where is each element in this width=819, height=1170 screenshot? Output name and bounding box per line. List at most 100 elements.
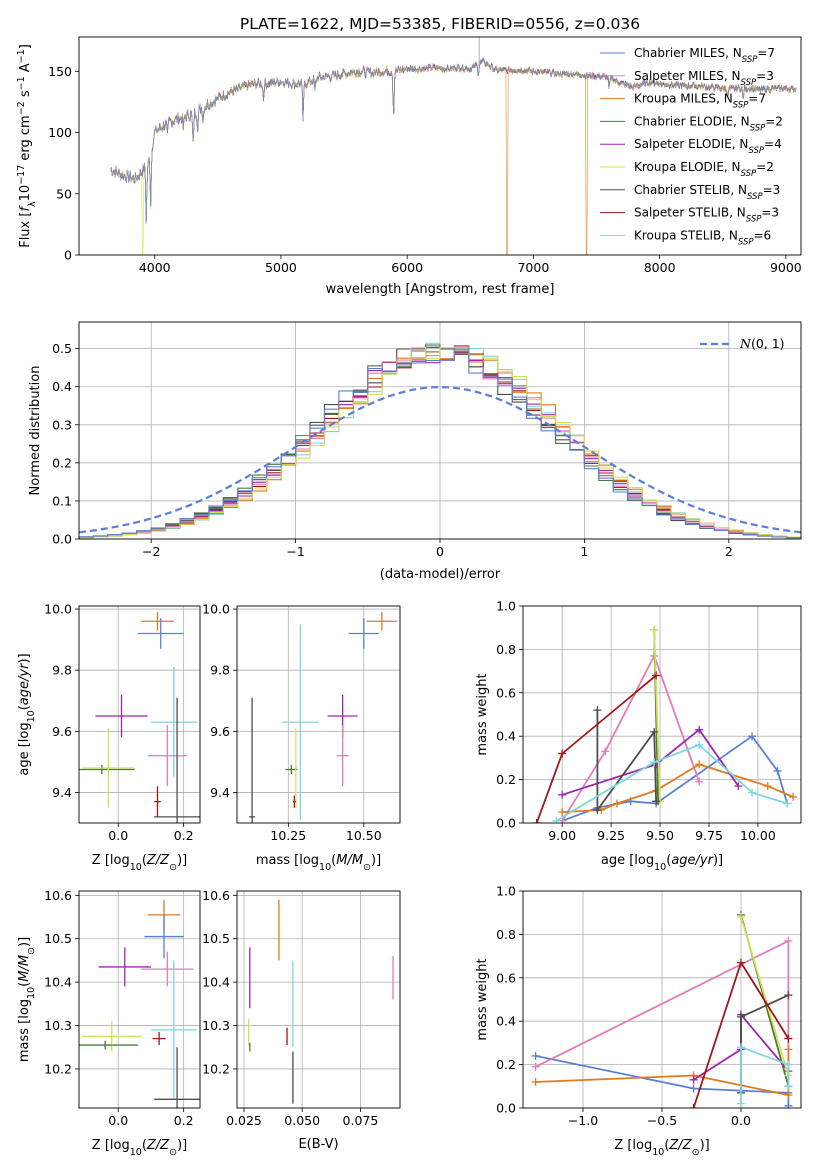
label-part: A	[18, 63, 33, 76]
x-tick-label: 0.2	[174, 1113, 194, 1128]
label-part: 10	[18, 185, 33, 202]
legend-nssp-value: =2	[756, 160, 774, 174]
label-part: )]	[17, 937, 32, 947]
y-axis-label: mass [log10(M/M⊙)]	[17, 937, 37, 1062]
y-tick-label: 10.5	[44, 931, 72, 946]
y-tick-label: 0.2	[496, 1057, 516, 1072]
x-axis-label: mass [log10(M/M⊙)]	[256, 853, 381, 873]
axes-frame	[78, 605, 201, 824]
x-tick-label: 10.00	[740, 828, 776, 843]
legend-nssp-prefix: , N	[721, 228, 738, 242]
label-part: erg cm	[18, 115, 33, 164]
x-tick-label: 10.25	[270, 828, 306, 843]
legend-name: Kroupa MILES	[634, 92, 716, 106]
label-part: age/yr	[671, 853, 714, 868]
panel-mass_vs_Z: 0.0 0.210.210.310.410.510.6Z [log10(Z/Z⊙)…	[17, 888, 201, 1158]
weight-series-marker	[695, 725, 704, 734]
weight-series-marker	[789, 792, 798, 801]
x-tick-label: 2	[725, 544, 733, 559]
weight-series-marker	[748, 788, 757, 797]
y-tick-label: 10.0	[44, 602, 72, 617]
weight-series-line	[740, 916, 790, 1076]
label-part: −1	[16, 76, 27, 90]
legend-entry: Chabrier MILES, NSSP=7	[634, 46, 775, 65]
weight-series-marker	[695, 777, 704, 786]
label-part: 10	[130, 1147, 142, 1158]
label-part: )]	[177, 853, 187, 868]
label-part: (	[17, 982, 32, 987]
weight-series-marker	[532, 819, 541, 823]
x-axis-label: Z [log10(Z/Z⊙)]	[614, 1138, 709, 1158]
y-tick-label: 150	[48, 64, 72, 79]
legend-entry: N(0, 1)	[739, 336, 785, 351]
panel-spectrum: 4000 5000 6000 7000 8000 9000 0 50 100 150 Chabrie…	[16, 36, 802, 297]
weight-series-marker	[558, 749, 567, 758]
label-part: −2	[16, 101, 27, 115]
label-part: Z/Z	[668, 1138, 692, 1153]
legend-entry: Salpeter ELODIE, NSSP=4	[634, 137, 782, 156]
y-tick-label: 9.4	[52, 785, 72, 800]
x-tick-label: 0.075	[343, 1113, 379, 1128]
x-tick-label: 9.50	[646, 828, 674, 843]
axes-frame	[522, 605, 802, 824]
x-tick-label: 9000	[770, 260, 802, 275]
weight-series-marker	[689, 1084, 698, 1093]
legend-nssp-prefix: , N	[729, 206, 746, 220]
y-tick-label: 9.8	[210, 663, 230, 678]
weight-series-line	[740, 1045, 790, 1104]
weight-series-marker	[736, 1012, 745, 1021]
weight-series-marker	[695, 740, 704, 749]
plot-area	[79, 606, 200, 823]
weight-series-marker	[784, 1101, 793, 1108]
plot-area	[79, 322, 801, 539]
x-tick-label: 9.25	[597, 828, 625, 843]
label-part: ⊙	[26, 947, 37, 955]
label-part: Z/Z	[146, 1138, 170, 1153]
weight-series-marker	[784, 936, 793, 945]
x-tick-label: 6000	[391, 260, 423, 275]
label-part: age [log	[17, 722, 32, 775]
plot-area	[110, 37, 797, 255]
legend-nssp-value: =6	[754, 228, 772, 242]
plot-area	[79, 891, 200, 1108]
x-tick-label: 1	[580, 544, 588, 559]
x-tick-label: 0.2	[174, 828, 194, 843]
weight-series-marker	[601, 747, 610, 756]
y-tick-label: 10.4	[202, 975, 230, 990]
panel-massweight_vs_Z: −1.0 −0.5 0.0 0.0 0.2 0.4 0.6 0.8 1.0 mass weight…	[475, 884, 802, 1158]
legend-nssp-value: =7	[757, 46, 775, 60]
weight-series-marker	[783, 799, 792, 808]
label-part: 10	[654, 862, 666, 873]
x-tick-label: −1	[286, 544, 304, 559]
weight-series-line	[561, 653, 701, 822]
histogram-series	[79, 347, 801, 539]
y-tick-label: 0.3	[52, 417, 72, 432]
label-part: f	[18, 205, 33, 212]
legend-entry: Salpeter STELIB, NSSP=3	[634, 206, 779, 225]
y-tick-label: 0.2	[52, 455, 72, 470]
chart-layer: 4000 5000 6000 7000 8000 9000050100150Chabrie…	[16, 36, 802, 1158]
weight-series-marker	[552, 816, 561, 823]
axes-frame	[236, 605, 401, 824]
legend-nssp-value: =3	[761, 206, 779, 220]
legend-name: Salpeter MILES	[634, 69, 724, 83]
legend-name: Salpeter ELODIE	[634, 137, 732, 151]
legend-args: (0, 1)	[751, 336, 785, 351]
legend-nssp-sub: SSP	[742, 55, 758, 65]
x-tick-label: 9.75	[695, 828, 723, 843]
x-axis-label: (data-model)/error	[380, 567, 501, 582]
weight-series-marker	[784, 1034, 793, 1043]
label-part: Z [log	[614, 1138, 652, 1153]
y-tick-label: 9.8	[52, 663, 72, 678]
y-tick-label: 10.0	[202, 602, 230, 617]
x-tick-label: 0.0	[108, 1113, 128, 1128]
label-part: ⊙	[692, 1147, 700, 1158]
y-tick-label: 9.4	[210, 785, 230, 800]
label-part: s	[18, 90, 33, 101]
y-tick-label: 10.5	[202, 931, 230, 946]
label-part: 10	[130, 862, 142, 873]
legend-nssp-prefix: , N	[730, 183, 747, 197]
weight-series-marker	[736, 913, 745, 922]
plot-area	[237, 891, 400, 1108]
normal-reference-curve	[79, 385, 801, 534]
